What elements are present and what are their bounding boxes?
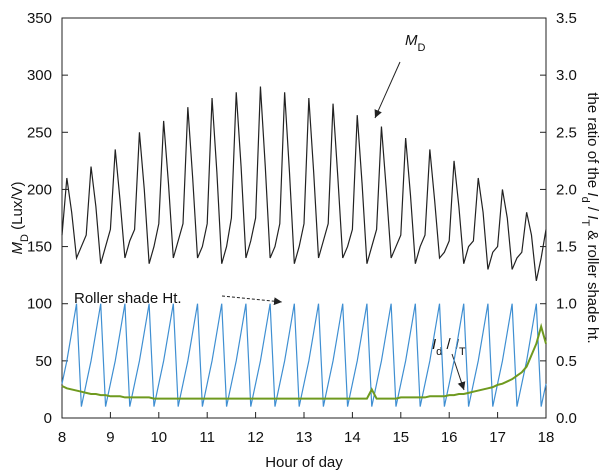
y2-tick-label: 3.0	[556, 67, 577, 84]
y2-axis-label-part: I	[584, 215, 600, 219]
y-tick-label: 50	[35, 353, 52, 370]
annotation-part: T	[459, 346, 466, 358]
arrow	[374, 61, 401, 119]
y2-axis-label-part: T	[579, 219, 591, 226]
annotation: Id / IT	[432, 336, 466, 358]
annotation: MD	[405, 32, 426, 54]
y2-tick-label: 1.0	[556, 296, 577, 313]
x-tick-label: 15	[392, 429, 409, 446]
y2-tick-label: 0.0	[556, 410, 577, 427]
y-axis-label-part: (Lux/V)	[9, 182, 26, 235]
y-tick-label: 0	[44, 410, 52, 427]
y2-axis-label: the ratio of the Id / IT & roller shade …	[579, 92, 600, 343]
y2-tick-label: 3.5	[556, 10, 577, 27]
annotation-part: /	[442, 336, 455, 353]
y2-tick-label: 1.5	[556, 239, 577, 256]
x-tick-label: 11	[199, 429, 215, 446]
y-tick-label: 250	[27, 124, 52, 141]
y2-tick-label: 0.5	[556, 353, 577, 370]
y-tick-label: 150	[27, 239, 52, 256]
y2-axis-label-part: & roller shade ht.	[584, 226, 600, 344]
y2-tick-label: 2.5	[556, 124, 577, 141]
series-line	[61, 86, 547, 281]
x-tick-label: 16	[441, 429, 458, 446]
y2-axis-label-part: I	[584, 192, 600, 196]
x-tick-label: 18	[538, 429, 555, 446]
x-tick-label: 9	[106, 429, 114, 446]
x-tick-label: 12	[247, 429, 264, 446]
series-line	[61, 322, 547, 400]
y-axis-label: MD (Lux/V)	[9, 182, 31, 255]
series-line	[61, 303, 547, 407]
x-axis-label: Hour of day	[265, 454, 343, 471]
y-tick-label: 100	[27, 296, 52, 313]
y-axis-label-part: M	[9, 241, 26, 254]
annotation-part: I	[432, 336, 436, 353]
x-tick-label: 13	[296, 429, 313, 446]
y2-axis-label-part: d	[579, 197, 591, 203]
y-tick-label: 350	[27, 10, 52, 27]
y2-axis-label-part: /	[584, 203, 600, 216]
x-tick-label: 14	[344, 429, 361, 446]
x-tick-label: 17	[489, 429, 506, 446]
y-axis-label-part: D	[19, 234, 31, 242]
annotation-part: M	[405, 32, 418, 49]
annotation-part: Roller shade Ht.	[74, 290, 182, 307]
annotation-part: d	[436, 346, 442, 358]
y-tick-label: 200	[27, 181, 52, 198]
arrow	[221, 295, 283, 306]
x-tick-label: 10	[150, 429, 167, 446]
y2-tick-label: 2.0	[556, 181, 577, 198]
annotation: Roller shade Ht.	[74, 290, 182, 307]
y2-axis-label-part: the ratio of the	[584, 92, 600, 192]
y-tick-label: 300	[27, 67, 52, 84]
annotation-part: D	[418, 42, 426, 54]
x-tick-label: 8	[58, 429, 66, 446]
